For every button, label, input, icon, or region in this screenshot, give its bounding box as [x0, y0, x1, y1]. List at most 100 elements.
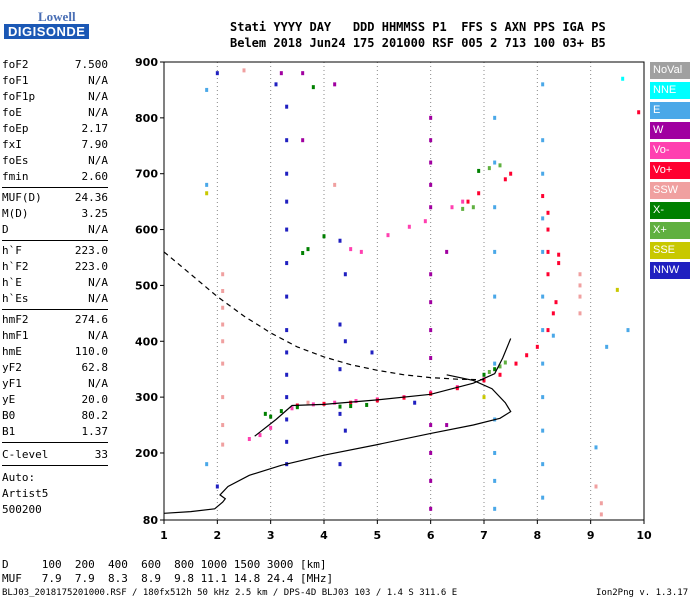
point-w: [429, 423, 433, 428]
x-tick-label: 4: [320, 529, 328, 542]
param-value: 7.500: [74, 58, 108, 71]
point-e: [594, 445, 598, 450]
point-nnw: [274, 82, 278, 87]
point-x-: [471, 205, 475, 210]
param-name: M(D): [2, 207, 29, 220]
x-tick-label: 2: [214, 529, 222, 542]
point-e: [493, 361, 497, 366]
legend-item-sse: SSE: [650, 242, 690, 259]
param-name: foF2: [2, 58, 29, 71]
point-e: [541, 361, 545, 366]
param-name: foEs: [2, 154, 29, 167]
point-e: [541, 138, 545, 143]
param-row: foF2 7.500: [2, 57, 108, 73]
param-row: fxI 7.90: [2, 137, 108, 153]
point-nnw: [285, 138, 289, 143]
point-nnw: [285, 261, 289, 266]
point-sse: [205, 191, 209, 196]
point-w: [301, 71, 305, 76]
param-value: 223.0: [74, 244, 108, 257]
legend-item-w: W: [650, 122, 690, 139]
y-tick-label: 700: [135, 168, 158, 181]
param-value: 2.17: [81, 122, 109, 135]
point-nnw: [215, 71, 219, 76]
point-vo-: [503, 177, 507, 182]
param-value: 20.0: [81, 393, 109, 406]
point-e: [541, 82, 545, 87]
point-vo-: [637, 110, 641, 115]
param-value: 7.90: [81, 138, 109, 151]
param-separator: [2, 187, 108, 188]
header-line-1: Stati YYYY DAY DDD HHMMSS P1 FFS S AXN P…: [230, 20, 606, 34]
y-tick-label: 80: [143, 514, 159, 527]
param-name: fxI: [2, 138, 22, 151]
point-e: [541, 462, 545, 467]
point-e: [541, 395, 545, 400]
point-ssw: [242, 68, 246, 73]
point-nnw: [343, 272, 347, 277]
point-nnw: [285, 294, 289, 299]
footer-version: Ion2Png v. 1.3.17: [596, 588, 689, 598]
point-sse: [615, 287, 619, 292]
param-name: hmE: [2, 345, 22, 358]
legend-item-x-: X-: [650, 202, 690, 219]
legend-item-nnw: NNW: [650, 262, 690, 279]
point-vo-: [290, 406, 294, 411]
point-vo-: [541, 194, 545, 199]
param-value: N/A: [88, 90, 108, 103]
param-row: fmin 2.60: [2, 169, 108, 185]
param-value: N/A: [88, 154, 108, 167]
point-x-: [493, 367, 497, 372]
x-tick-label: 3: [267, 529, 275, 542]
param-row: h`F 223.0: [2, 243, 108, 259]
point-nnw: [285, 395, 289, 400]
point-ssw: [599, 512, 603, 517]
point-vo-: [546, 227, 550, 232]
point-x-: [461, 206, 465, 211]
point-vo-: [546, 210, 550, 215]
point-x-: [301, 251, 305, 256]
point-e: [493, 205, 497, 210]
clevel-value: 33: [94, 448, 108, 461]
point-vo-: [269, 425, 273, 430]
param-value: N/A: [88, 329, 108, 342]
param-value: N/A: [88, 74, 108, 87]
param-value: N/A: [88, 276, 108, 289]
point-x-: [349, 404, 353, 409]
point-ssw: [578, 272, 582, 277]
point-e: [493, 478, 497, 483]
point-vo-: [461, 199, 465, 204]
point-x-: [279, 409, 283, 414]
point-vo-: [477, 191, 481, 196]
param-value: 3.25: [81, 207, 109, 220]
point-nnw: [338, 462, 342, 467]
param-name: h`E: [2, 276, 22, 289]
point-ssw: [221, 289, 225, 293]
point-e: [541, 294, 545, 299]
param-row: M(D) 3.25: [2, 206, 108, 222]
legend-item-vo-: Vo+: [650, 162, 690, 179]
point-vo-: [349, 247, 353, 252]
point-nnw: [343, 428, 347, 433]
clevel-name: C-level: [2, 448, 49, 461]
point-nnw: [285, 372, 289, 377]
line-extrapolation: [163, 251, 485, 381]
point-ssw: [578, 283, 582, 288]
point-w: [429, 300, 433, 305]
point-ssw: [221, 361, 225, 366]
point-nnw: [285, 104, 289, 109]
point-ssw: [221, 272, 225, 277]
x-tick-label: 6: [427, 529, 435, 542]
point-ssw: [594, 484, 598, 489]
param-name: D: [2, 223, 9, 236]
point-w: [429, 160, 433, 165]
point-x-: [306, 247, 310, 252]
header-line-2: Belem 2018 Jun24 175 201000 RSF 005 2 71…: [230, 36, 606, 50]
point-w: [429, 506, 433, 511]
point-ssw: [221, 322, 225, 327]
point-ssw: [221, 423, 225, 428]
param-value: 1.37: [81, 425, 109, 438]
param-separator: [2, 465, 108, 466]
point-e: [541, 171, 545, 176]
